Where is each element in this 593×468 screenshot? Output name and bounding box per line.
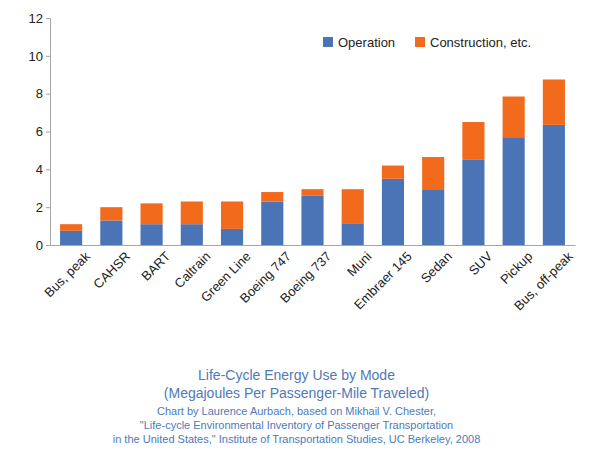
- bar-segment: [462, 160, 484, 245]
- y-tick-mark: [46, 56, 50, 57]
- y-tick-mark: [46, 207, 50, 208]
- subtitle: (Megajoules Per Passenger-Mile Traveled): [164, 385, 429, 401]
- x-tick-label: SUV: [466, 249, 496, 279]
- series: [60, 79, 565, 230]
- bar-segment: [342, 189, 364, 223]
- y-tick: 6: [36, 124, 50, 139]
- y-tick-mark: [46, 132, 50, 133]
- y-tick: 12: [29, 11, 50, 26]
- credit: in the United States," Institute of Tran…: [113, 433, 481, 445]
- bar-segment: [301, 196, 323, 245]
- y-tick: 10: [29, 48, 50, 63]
- y-tick-mark: [46, 245, 50, 246]
- bar-segment: [60, 231, 82, 245]
- x-tick: SUV: [466, 249, 496, 279]
- bar-segment: [422, 189, 444, 245]
- bar-segment: [221, 201, 243, 228]
- credit: Chart by Laurence Aurbach, based on Mikh…: [157, 405, 436, 417]
- x-tick-label: Bus, peak: [41, 248, 93, 300]
- x-tick-label: Pickup: [497, 249, 535, 287]
- chart: 0 2 4 6 8 10 12 Bus, peakCAHSRBARTCaltrainGreen…: [0, 0, 593, 468]
- y-tick-mark: [46, 18, 50, 19]
- bar-segment: [100, 220, 122, 245]
- y-tick-mark: [46, 169, 50, 170]
- bar-segment: [382, 166, 404, 179]
- y-tick-label: 10: [29, 48, 43, 63]
- x-axis-line: [51, 245, 576, 246]
- x-tick: Pickup: [497, 249, 535, 287]
- y-tick: 0: [36, 238, 50, 253]
- y-tick-label: 0: [36, 238, 43, 253]
- bar-segment: [543, 125, 565, 245]
- y-axis-line: [46, 19, 51, 246]
- bar-segment: [181, 201, 203, 224]
- y-tick: 8: [36, 86, 50, 101]
- bar-segment: [141, 203, 163, 224]
- legend-item: Operation: [323, 35, 395, 50]
- x-tick-label: Muni: [344, 249, 375, 280]
- bar-segment: [100, 207, 122, 220]
- bar-segment: [543, 79, 565, 124]
- y-tick: 2: [36, 200, 50, 215]
- bar-segment: [141, 224, 163, 245]
- y-tick-label: 2: [36, 200, 43, 215]
- x-axis: Bus, peakCAHSRBARTCaltrainGreen LineBoei…: [41, 246, 576, 314]
- x-tick-label: Sedan: [418, 249, 455, 286]
- bar-segment: [221, 229, 243, 245]
- credit: "Life-cycle Environmental Inventory of P…: [140, 419, 453, 431]
- x-tick: Boeing 737: [277, 249, 334, 306]
- y-tick-label: 4: [36, 162, 43, 177]
- x-tick: Sedan: [418, 249, 455, 286]
- x-tick-label: Bus, off-peak: [511, 248, 576, 313]
- legend-swatch: [323, 37, 333, 47]
- bars: [60, 79, 565, 245]
- x-tick-label: CAHSR: [90, 249, 133, 292]
- y-tick-label: 6: [36, 124, 43, 139]
- series: [60, 125, 565, 245]
- bar-segment: [503, 137, 525, 245]
- plot: 0 2 4 6 8 10 12 Bus, peakCAHSRBARTCaltrainGreen…: [29, 11, 576, 314]
- bar-segment: [181, 224, 203, 245]
- x-tick: BART: [138, 249, 173, 284]
- x-tick: Bus, off-peak: [511, 248, 576, 313]
- y-tick-label: 8: [36, 86, 43, 101]
- x-tick-label: Embraer 145: [351, 249, 415, 313]
- bar-segment: [342, 223, 364, 245]
- bar-segment: [261, 201, 283, 245]
- x-tick: Muni: [344, 249, 375, 280]
- y-axis: 0 2 4 6 8 10 12: [29, 11, 51, 253]
- bar-segment: [301, 189, 323, 196]
- bar-segment: [382, 179, 404, 245]
- legend-item: Construction, etc.: [415, 35, 531, 50]
- x-tick: CAHSR: [90, 249, 133, 292]
- y-tick: 4: [36, 162, 50, 177]
- bar-segment: [261, 192, 283, 201]
- x-tick-label: BART: [138, 249, 173, 284]
- legend: Operation Construction, etc.: [323, 35, 531, 50]
- bar-segment: [422, 157, 444, 189]
- bar-segment: [462, 122, 484, 160]
- legend-label: Operation: [338, 35, 395, 50]
- legend-label: Construction, etc.: [430, 35, 531, 50]
- x-tick-label: Boeing 737: [277, 249, 334, 306]
- bar-segment: [503, 97, 525, 138]
- y-tick-label: 12: [29, 11, 43, 26]
- legend-swatch: [415, 37, 425, 47]
- bar-segment: [60, 224, 82, 231]
- y-tick-mark: [46, 94, 50, 95]
- x-tick: Bus, peak: [41, 248, 93, 300]
- title: Life-Cycle Energy Use by Mode: [198, 367, 395, 383]
- x-tick: Embraer 145: [351, 249, 415, 313]
